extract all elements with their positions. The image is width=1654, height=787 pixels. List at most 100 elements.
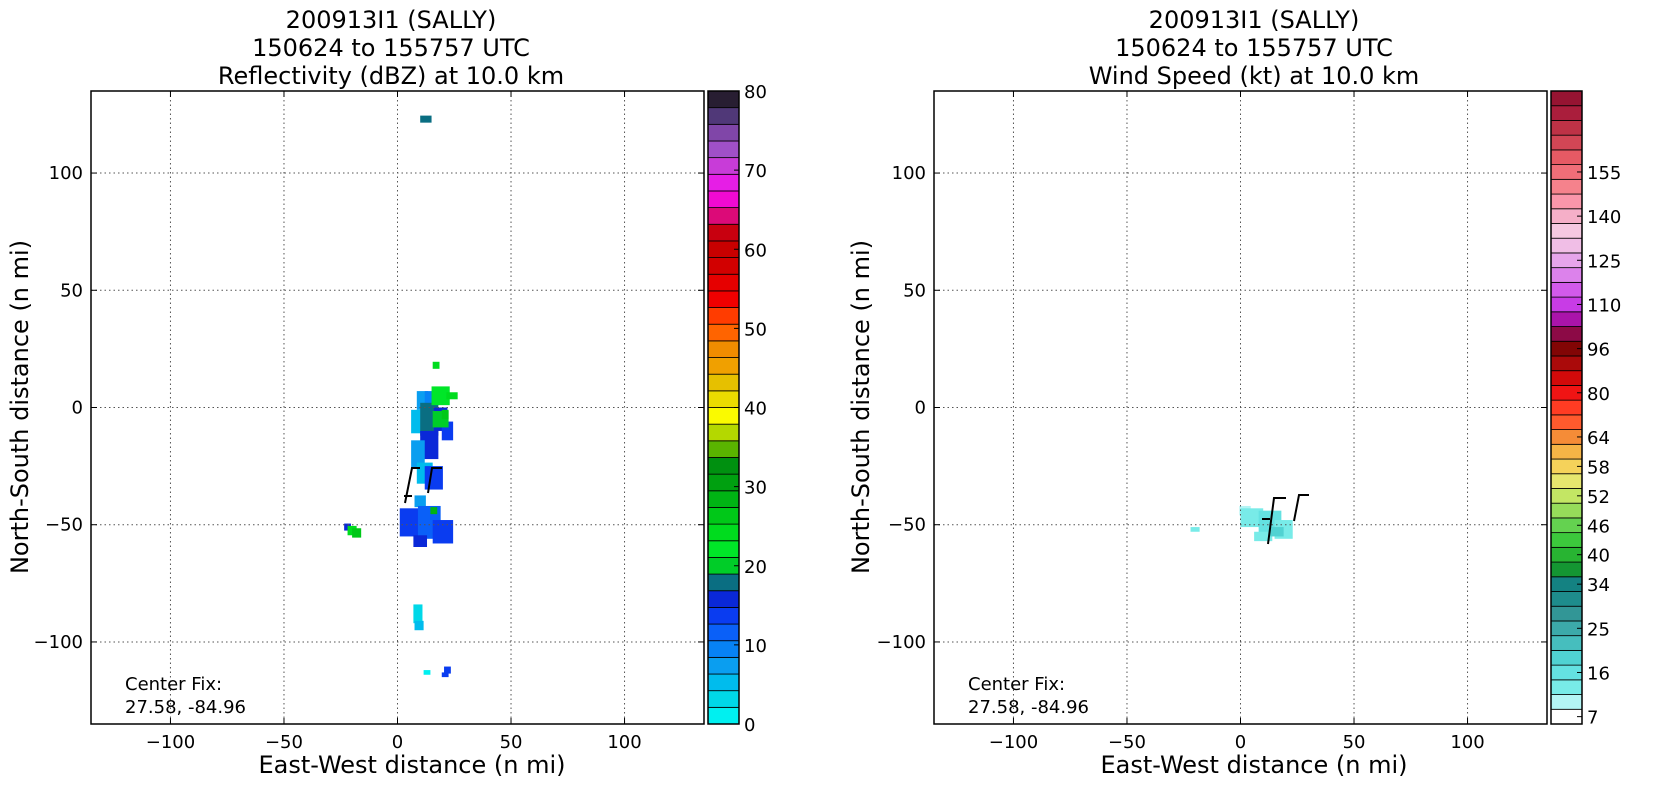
colorbar-swatch xyxy=(707,340,740,358)
colorbar-swatch xyxy=(707,656,740,675)
x-tick-label: 100 xyxy=(607,732,641,753)
y-tick-label: −50 xyxy=(45,515,83,536)
colorbar-swatch xyxy=(1550,649,1583,666)
data-cell xyxy=(432,361,440,369)
reflectivity-axis-ticks: −100 −50 0 50 100 −100 −50 0 50 100 xyxy=(34,91,704,753)
x-tick-label: 100 xyxy=(1450,732,1484,753)
wind-wind-barbs xyxy=(1262,494,1309,545)
colorbar-tick-label: 70 xyxy=(744,161,767,182)
colorbar-swatch xyxy=(1550,443,1583,460)
colorbar-swatch xyxy=(707,390,740,408)
colorbar-swatch xyxy=(1550,193,1583,210)
colorbar-swatch xyxy=(707,123,740,142)
y-tick-label: 50 xyxy=(60,280,83,301)
colorbar-swatch xyxy=(707,223,740,242)
data-cell xyxy=(1270,527,1284,537)
x-tick-label: 0 xyxy=(1235,732,1246,753)
data-cell xyxy=(431,386,450,406)
center-fix-coordinates: 27.58, -84.96 xyxy=(125,697,246,718)
colorbar-swatch xyxy=(707,590,740,608)
wind-title-line-1: 200913I1 (SALLY) xyxy=(1149,6,1360,34)
data-cell xyxy=(413,604,423,624)
colorbar-swatch xyxy=(707,440,740,458)
colorbar-swatch xyxy=(1550,223,1583,239)
data-cell xyxy=(430,507,438,515)
colorbar-tick-label: 34 xyxy=(1587,575,1610,596)
colorbar-swatch xyxy=(707,323,740,342)
colorbar-tick-label: 46 xyxy=(1587,516,1610,537)
colorbar-tick-label: 58 xyxy=(1587,457,1610,478)
colorbar-tick-label: 40 xyxy=(1587,546,1610,567)
y-tick-label: 50 xyxy=(903,280,926,301)
x-tick-label: −100 xyxy=(989,732,1038,753)
colorbar-swatch xyxy=(707,407,740,425)
center-fix-coordinates: 27.58, -84.96 xyxy=(968,697,1089,718)
colorbar-swatch xyxy=(1550,679,1583,695)
colorbar-swatch xyxy=(1550,178,1583,195)
colorbar-swatch xyxy=(707,540,740,558)
colorbar-swatch xyxy=(707,673,740,692)
colorbar-swatch xyxy=(707,273,740,292)
colorbar-tick-label: 80 xyxy=(1587,384,1610,405)
x-tick-label: −50 xyxy=(1108,732,1146,753)
wind-barb xyxy=(1293,494,1309,522)
colorbar-swatch xyxy=(707,107,740,125)
colorbar-tick-label: 20 xyxy=(744,557,767,578)
colorbar-swatch xyxy=(707,507,740,525)
colorbar-swatch xyxy=(707,190,740,209)
colorbar-frame xyxy=(1550,90,1583,725)
center-fix-label: Center Fix: xyxy=(968,674,1065,695)
colorbar-tick-label: 155 xyxy=(1587,163,1621,184)
colorbar-swatch xyxy=(1550,605,1583,622)
colorbar-swatch xyxy=(707,373,740,392)
data-cell xyxy=(432,520,454,544)
colorbar-swatch xyxy=(1550,311,1583,327)
colorbar-swatch xyxy=(707,257,740,275)
reflectivity-title-line-3: Reflectivity (dBZ) at 10.0 km xyxy=(218,62,564,90)
colorbar-tick-label: 0 xyxy=(744,715,755,736)
data-cell xyxy=(414,620,424,631)
colorbar-swatch xyxy=(1550,326,1583,342)
colorbar-swatch xyxy=(1550,473,1583,489)
reflectivity-colorbar: 0 10 20 30 40 50 60 70 80 xyxy=(707,82,767,736)
y-tick-label: 0 xyxy=(72,398,83,419)
reflectivity-grid xyxy=(91,91,704,724)
colorbar-swatch xyxy=(707,457,740,475)
colorbar-swatch xyxy=(1550,134,1583,151)
wind-x-axis-label: East-West distance (n mi) xyxy=(1100,751,1407,779)
colorbar-swatch xyxy=(1550,149,1583,166)
colorbar-tick-label: 30 xyxy=(744,478,767,499)
colorbar-swatch xyxy=(1550,370,1583,386)
wind-barb xyxy=(1267,497,1286,545)
colorbar-swatch xyxy=(1550,355,1583,372)
y-tick-label: 100 xyxy=(49,163,83,184)
x-tick-label: −50 xyxy=(265,732,303,753)
colorbar-swatch xyxy=(707,490,740,508)
colorbar-swatch xyxy=(1550,502,1583,519)
colorbar-swatch xyxy=(707,207,740,225)
wind-title-line-3: Wind Speed (kt) at 10.0 km xyxy=(1089,62,1420,90)
data-cell xyxy=(413,535,428,547)
data-cell xyxy=(441,421,454,441)
reflectivity-data-cells xyxy=(344,115,458,678)
y-tick-label: −50 xyxy=(888,515,926,536)
colorbar-tick-label: 96 xyxy=(1587,340,1610,361)
wind-title-line-2: 150624 to 155757 UTC xyxy=(1115,34,1393,62)
colorbar-swatch xyxy=(707,290,740,308)
colorbar-swatch xyxy=(707,706,740,725)
reflectivity-title-line-1: 200913I1 (SALLY) xyxy=(286,6,497,34)
y-tick-label: −100 xyxy=(34,632,83,653)
x-tick-label: −100 xyxy=(146,732,195,753)
colorbar-swatch xyxy=(1550,105,1583,121)
colorbar-swatch xyxy=(1550,399,1583,416)
reflectivity-x-axis-label: East-West distance (n mi) xyxy=(258,751,565,779)
colorbar-swatch xyxy=(707,140,740,159)
y-tick-label: 100 xyxy=(892,163,926,184)
colorbar-tick-label: 64 xyxy=(1587,428,1610,449)
wind-barb xyxy=(427,467,442,494)
data-cell xyxy=(1190,527,1200,532)
wind-colorbar: 7 16 25 34 40 46 52 58 64 80 96 110 125 140 155 xyxy=(1550,90,1621,729)
colorbar-swatch xyxy=(707,423,740,442)
colorbar-swatch xyxy=(1550,90,1583,107)
data-cell xyxy=(441,409,449,420)
